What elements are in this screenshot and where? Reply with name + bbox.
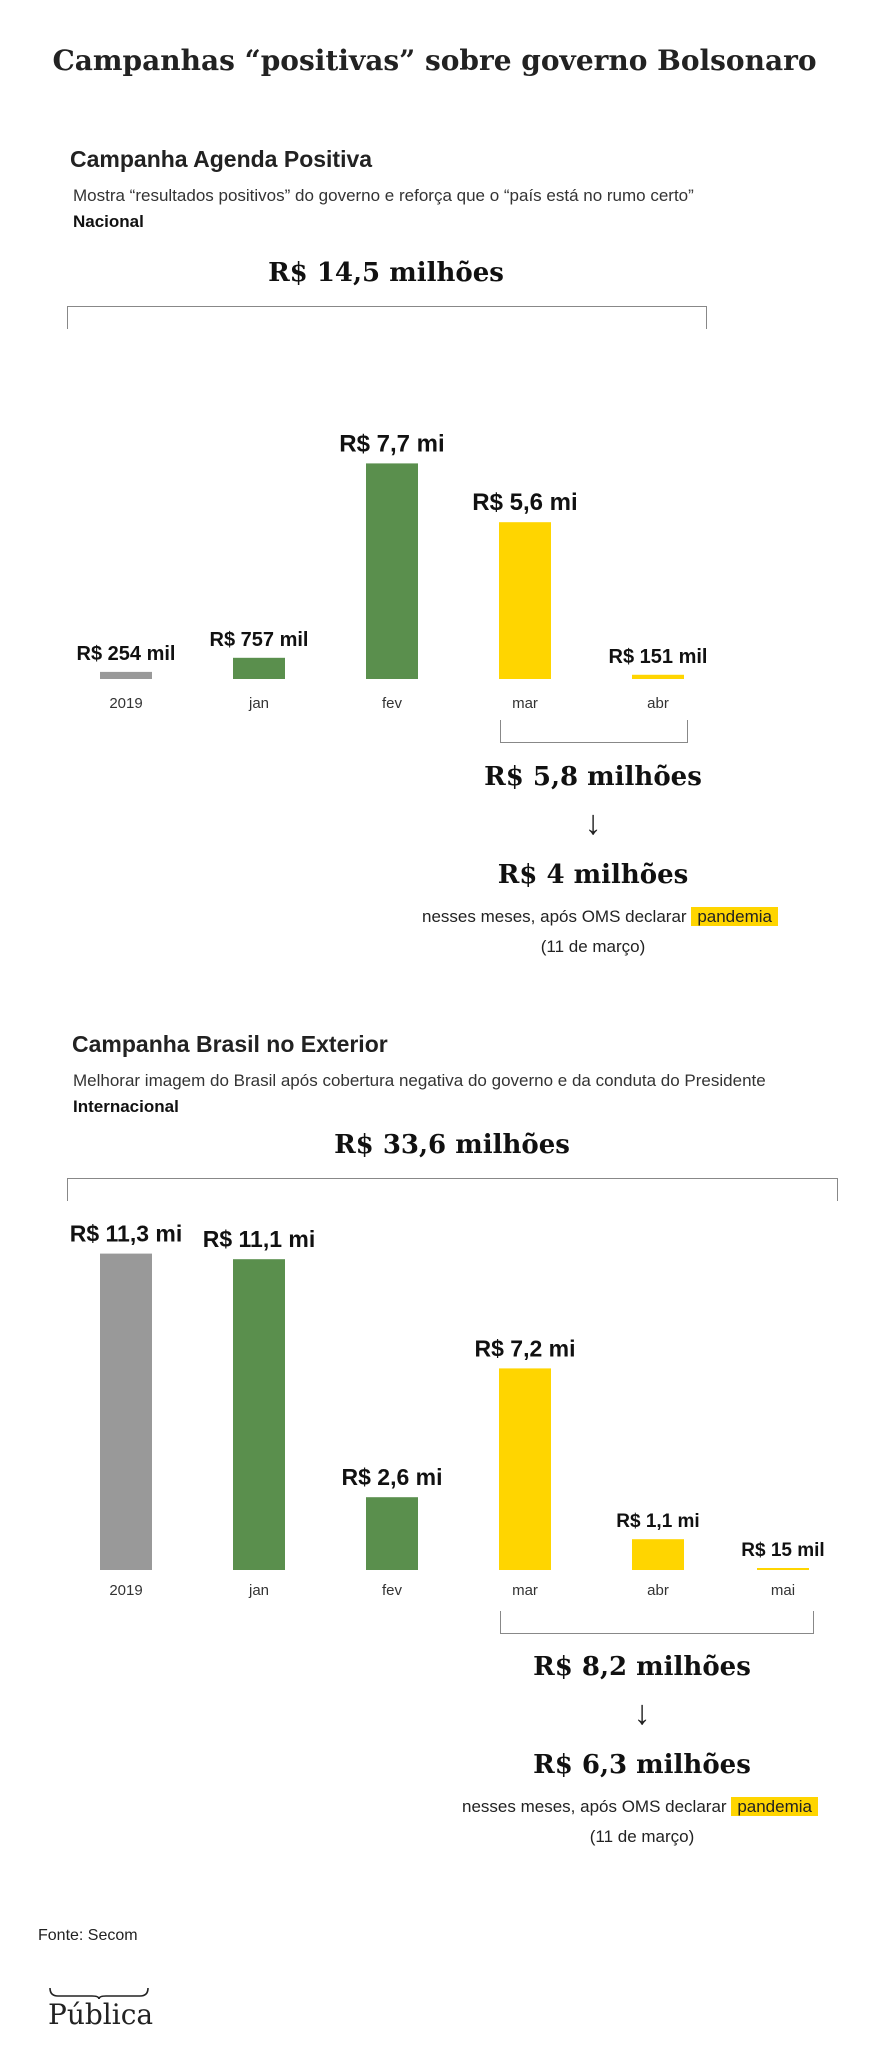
- section-2-after-pandemic: R$ 6,3 milhões: [533, 1750, 751, 1780]
- x-tick-label: 2019: [109, 695, 142, 712]
- bar-value-label: R$ 2,6 mi: [342, 1464, 443, 1490]
- bar-value-label: R$ 254 mil: [77, 643, 176, 665]
- section-2-note: nesses meses, após OMS declarar pandemia: [400, 1797, 869, 1817]
- bar-abr: [632, 674, 684, 679]
- bar-value-label: R$ 151 mil: [609, 646, 708, 668]
- bar-value-label: R$ 7,2 mi: [475, 1335, 576, 1361]
- bar-2019: [100, 671, 152, 679]
- section-1-note: nesses meses, após OMS declarar pandemia: [360, 907, 840, 927]
- section-1-total-bracket: [67, 306, 707, 329]
- bar-fev: [366, 1497, 418, 1570]
- section-1-description: Mostra “resultados positivos” do governo…: [73, 186, 694, 205]
- bar-2019: [100, 1253, 152, 1570]
- chart-brasil-no-exterior: R$ 11,3 mi 2019 R$ 11,1 mi jan R$ 2,6 mi fev R…: [70, 1221, 825, 1599]
- section-1-after-pandemic: R$ 4 milhões: [497, 860, 689, 890]
- x-tick-label: jan: [248, 695, 269, 712]
- page-title: Campanhas “positivas” sobre governo Bols…: [52, 44, 817, 77]
- x-tick-label: abr: [647, 695, 669, 712]
- section-2-down-arrow-icon: ↓: [633, 1694, 651, 1732]
- section-2-total: R$ 33,6 milhões: [334, 1130, 570, 1160]
- section-2-description: Melhorar imagem do Brasil após cobertura…: [73, 1071, 766, 1090]
- section-2-note-text: nesses meses, após OMS declarar: [462, 1797, 727, 1816]
- bar-value-label: R$ 7,7 mi: [339, 430, 444, 457]
- x-tick-label: mar: [512, 695, 538, 712]
- section-2-total-bracket: [67, 1178, 838, 1201]
- bar-abr: [632, 1539, 684, 1570]
- source-note: Fonte: Secom: [38, 1927, 138, 1944]
- section-1-pandemic-bracket: [500, 720, 688, 743]
- bar-jan: [233, 1259, 285, 1570]
- section-1-note-highlight: pandemia: [691, 907, 778, 926]
- section-1-note-text: nesses meses, após OMS declarar: [422, 907, 687, 926]
- section-2-subtotal: R$ 8,2 milhões: [533, 1652, 751, 1682]
- section-1-total: R$ 14,5 milhões: [268, 258, 504, 288]
- section-2-pandemic-bracket: [500, 1611, 814, 1634]
- x-tick-label: fev: [382, 695, 403, 712]
- section-1-scope: Nacional: [73, 212, 144, 231]
- chart-agenda-positiva: R$ 254 mil 2019 R$ 757 mil jan R$ 7,7 mi fev R…: [77, 430, 708, 712]
- section-2-scope: Internacional: [73, 1097, 179, 1116]
- section-2-title: Campanha Brasil no Exterior: [72, 1031, 388, 1057]
- publica-logo: Pública: [48, 1998, 154, 2031]
- bar-value-label: R$ 1,1 mi: [616, 1511, 699, 1532]
- section-2-note-date: (11 de março): [589, 1827, 695, 1846]
- bar-value-label: R$ 11,3 mi: [70, 1221, 183, 1247]
- section-1-title: Campanha Agenda Positiva: [70, 146, 373, 172]
- logo-brace-icon: [49, 1987, 149, 2000]
- bar-mar: [499, 522, 551, 679]
- section-1-note-date: (11 de março): [540, 937, 646, 956]
- bar-mar: [499, 1368, 551, 1570]
- x-tick-label: 2019: [109, 1582, 142, 1599]
- x-tick-label: jan: [248, 1582, 269, 1599]
- x-tick-label: abr: [647, 1582, 669, 1599]
- section-1-subtotal: R$ 5,8 milhões: [484, 762, 702, 792]
- bar-value-label: R$ 5,6 mi: [472, 489, 577, 516]
- bar-value-label: R$ 15 mil: [741, 1540, 824, 1561]
- x-tick-label: fev: [382, 1582, 403, 1599]
- bar-mai: [757, 1568, 809, 1570]
- bar-value-label: R$ 757 mil: [210, 629, 309, 651]
- bar-jan: [233, 657, 285, 679]
- section-2-note-highlight: pandemia: [731, 1797, 818, 1816]
- x-tick-label: mai: [771, 1582, 795, 1599]
- bar-value-label: R$ 11,1 mi: [203, 1226, 316, 1252]
- section-1-down-arrow-icon: ↓: [584, 804, 602, 842]
- x-tick-label: mar: [512, 1582, 538, 1599]
- bar-fev: [366, 463, 418, 679]
